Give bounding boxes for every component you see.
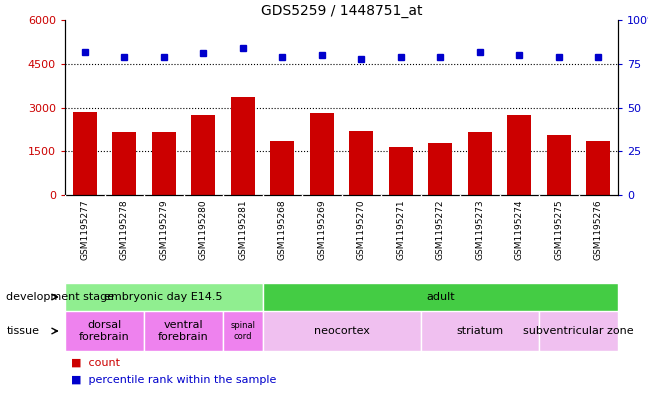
Text: adult: adult	[426, 292, 454, 302]
Text: GSM1195275: GSM1195275	[554, 199, 563, 260]
Text: ■  count: ■ count	[71, 357, 121, 367]
Bar	[389, 147, 413, 195]
Bar	[191, 115, 215, 195]
Bar	[152, 132, 176, 195]
Text: GSM1195276: GSM1195276	[594, 199, 603, 260]
Text: neocortex: neocortex	[314, 326, 369, 336]
Bar	[144, 311, 223, 351]
Text: GSM1195268: GSM1195268	[278, 199, 287, 260]
Text: GSM1195270: GSM1195270	[357, 199, 365, 260]
Text: GSM1195277: GSM1195277	[80, 199, 89, 260]
Bar	[468, 132, 492, 195]
Text: subventricular zone: subventricular zone	[523, 326, 634, 336]
Text: dorsal
forebrain: dorsal forebrain	[79, 320, 130, 342]
Text: GSM1195272: GSM1195272	[435, 199, 445, 260]
Text: GSM1195269: GSM1195269	[318, 199, 326, 260]
Text: ■  percentile rank within the sample: ■ percentile rank within the sample	[71, 375, 277, 385]
Bar	[65, 283, 262, 311]
Bar	[270, 141, 294, 195]
Bar	[428, 143, 452, 195]
Bar	[539, 311, 618, 351]
Text: tissue: tissue	[6, 326, 40, 336]
Bar	[65, 311, 144, 351]
Text: GSM1195279: GSM1195279	[159, 199, 168, 260]
Text: GSM1195271: GSM1195271	[396, 199, 405, 260]
Text: ventral
forebrain: ventral forebrain	[158, 320, 209, 342]
Bar	[507, 115, 531, 195]
Bar	[421, 311, 539, 351]
Bar	[349, 131, 373, 195]
Bar	[262, 283, 618, 311]
Text: GSM1195280: GSM1195280	[199, 199, 208, 260]
Text: spinal
cord: spinal cord	[230, 321, 255, 341]
Text: GSM1195278: GSM1195278	[120, 199, 129, 260]
Text: embryonic day E14.5: embryonic day E14.5	[104, 292, 223, 302]
Bar	[310, 113, 334, 195]
Bar	[231, 97, 255, 195]
Text: development stage: development stage	[6, 292, 115, 302]
Bar	[586, 141, 610, 195]
Bar	[223, 311, 262, 351]
Bar	[262, 311, 421, 351]
Text: GSM1195274: GSM1195274	[515, 199, 524, 260]
Bar	[547, 135, 571, 195]
Bar	[73, 112, 97, 195]
Text: GSM1195273: GSM1195273	[475, 199, 484, 260]
Text: GSM1195281: GSM1195281	[238, 199, 248, 260]
Title: GDS5259 / 1448751_at: GDS5259 / 1448751_at	[260, 4, 422, 18]
Bar	[112, 132, 136, 195]
Text: striatum: striatum	[456, 326, 503, 336]
